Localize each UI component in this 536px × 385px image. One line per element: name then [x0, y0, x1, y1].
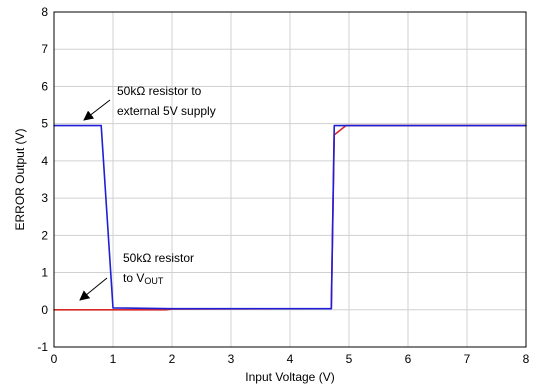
- y-tick-label: 4: [41, 154, 48, 168]
- annotation-vout-line-1: 50kΩ resistor: [123, 251, 194, 265]
- annotation-vout-subscript: OUT: [144, 276, 164, 286]
- plot-frame: [53, 11, 527, 348]
- y-tick-label: -1: [37, 340, 48, 354]
- y-tick-label: 5: [41, 117, 48, 131]
- y-tick-label: 3: [41, 191, 48, 205]
- annotation-external-supply-arrow: [83, 99, 111, 121]
- y-tick-label: 2: [41, 228, 48, 242]
- y-tick-label: 1: [41, 266, 48, 280]
- x-tick-label: 5: [346, 352, 353, 366]
- annotation-external-supply-line-1: 50kΩ resistor to: [117, 84, 202, 98]
- y-axis-title: ERROR Output (V): [13, 128, 27, 230]
- series-line-2: [53, 124, 527, 310]
- x-tick-label: 8: [523, 352, 530, 366]
- x-tick-label: 0: [51, 352, 58, 366]
- series-group: [53, 124, 527, 311]
- annotation-external-supply-line-2: external 5V supply: [117, 104, 216, 118]
- annotation-external-supply: 50kΩ resistor to external 5V supply: [83, 84, 216, 121]
- annotation-vout-line-2: to VOUT: [123, 271, 164, 286]
- y-tick-label: 7: [41, 42, 48, 56]
- grid: [54, 12, 526, 347]
- y-tick-label: 6: [41, 79, 48, 93]
- x-tick-label: 4: [287, 352, 294, 366]
- annotation-vout: 50kΩ resistor to VOUT: [79, 251, 194, 301]
- annotation-vout-arrow: [79, 277, 108, 301]
- x-tick-label: 2: [169, 352, 176, 366]
- x-tick-label: 7: [464, 352, 471, 366]
- annotation-vout-line-2-prefix: to V: [123, 271, 144, 285]
- x-axis-title: Input Voltage (V): [245, 370, 334, 384]
- x-tick-label: 1: [110, 352, 117, 366]
- y-tick-label: 8: [41, 5, 48, 19]
- y-tick-label: 0: [41, 303, 48, 317]
- x-tick-label: 3: [228, 352, 235, 366]
- x-tick-label: 6: [405, 352, 412, 366]
